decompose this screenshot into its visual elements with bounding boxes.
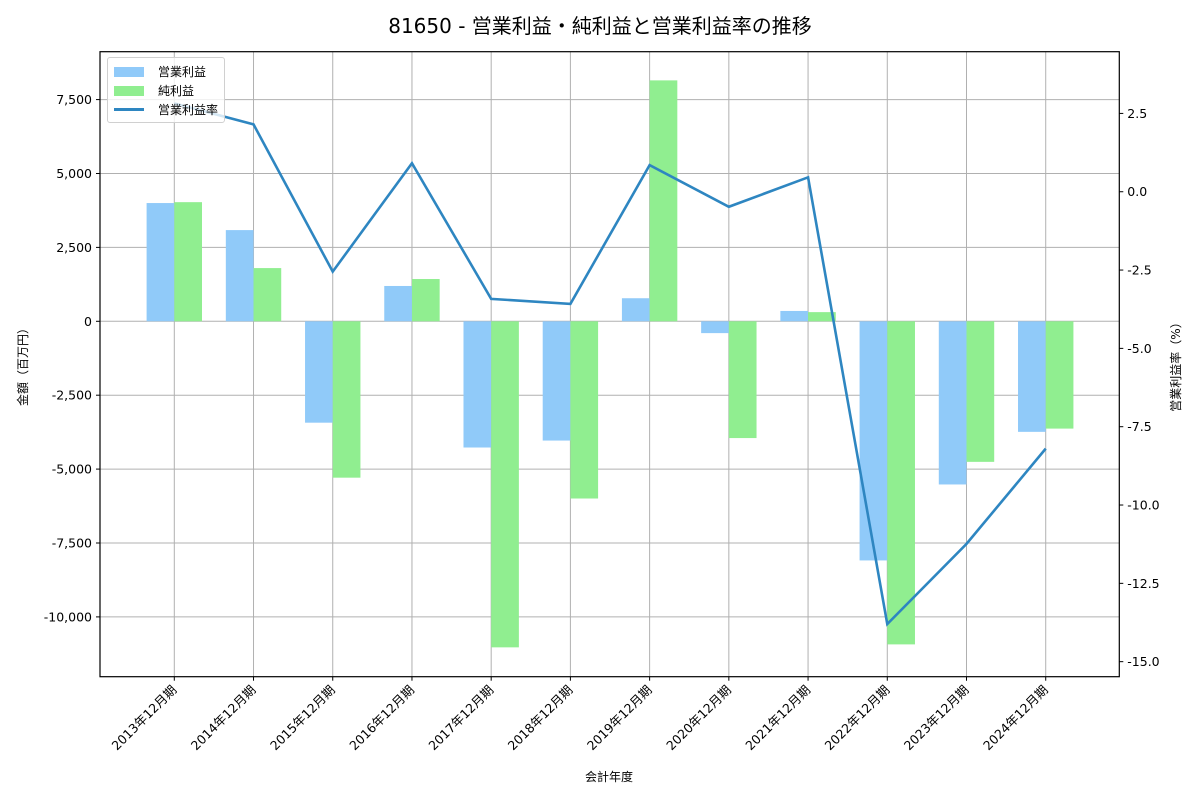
y2-tick-label: -10.0 — [1127, 498, 1159, 513]
x-tick-label: 2016年12月期 — [346, 682, 417, 753]
bar-net-profit — [174, 202, 202, 322]
y-tick-label: 0 — [84, 314, 92, 329]
bar-operating-profit — [146, 203, 175, 322]
bar-operating-profit — [225, 230, 254, 322]
y-tick-label: 2,500 — [56, 240, 92, 255]
operating-margin-line-icon — [114, 108, 144, 111]
x-tick-label: 2015年12月期 — [267, 682, 338, 753]
y2-axis-label: 営業利益率（%） — [1168, 316, 1183, 411]
x-tick-label: 2014年12月期 — [188, 682, 259, 753]
bar-net-profit — [728, 321, 757, 439]
x-tick-label: 2019年12月期 — [584, 682, 655, 753]
y-tick-label: -5,000 — [52, 462, 92, 477]
bar-operating-profit — [542, 321, 571, 441]
bar-net-profit — [570, 321, 599, 499]
y2-tick-label: -7.5 — [1127, 419, 1151, 434]
bar-operating-profit — [384, 285, 412, 322]
bar-operating-profit — [621, 298, 650, 322]
bar-operating-profit — [938, 321, 967, 485]
legend-label: 営業利益率 — [158, 103, 219, 117]
legend: 営業利益 純利益 営業利益率 — [107, 57, 225, 123]
bar-operating-profit — [305, 321, 333, 423]
y-axis-label: 金額（百万円） — [15, 322, 30, 406]
legend-item-operating-margin: 営業利益率 — [114, 100, 218, 119]
x-tick-label: 2013年12月期 — [109, 682, 180, 753]
bar-operating-profit — [1018, 321, 1046, 432]
bar-operating-profit — [859, 321, 888, 561]
y2-tick-label: -5.0 — [1127, 341, 1151, 356]
bar-net-profit — [1045, 321, 1074, 429]
bar-operating-profit — [780, 310, 809, 322]
y-tick-label: -7,500 — [52, 535, 92, 550]
net-profit-swatch-icon — [114, 85, 144, 96]
x-tick-label: 2024年12月期 — [980, 682, 1051, 753]
bar-net-profit — [808, 312, 836, 322]
x-tick-label: 2018年12月期 — [505, 682, 576, 753]
x-tick-label: 2023年12月期 — [901, 682, 972, 753]
operating-profit-swatch-icon — [114, 66, 144, 77]
bar-net-profit — [966, 321, 995, 462]
x-tick-label: 2022年12月期 — [822, 682, 893, 753]
bar-operating-profit — [701, 321, 729, 334]
y-tick-label: 7,500 — [56, 92, 92, 107]
bar-net-profit — [887, 321, 915, 645]
right-y-axis: -15.0 -12.5 -10.0 -7.5 -5.0 -2.5 0.0 2.5 — [1119, 106, 1160, 669]
y2-tick-label: 0.0 — [1127, 184, 1147, 199]
legend-label: 純利益 — [158, 84, 195, 98]
bar-net-profit — [411, 279, 440, 322]
y2-tick-label: -2.5 — [1127, 263, 1151, 278]
x-tick-label: 2021年12月期 — [742, 682, 813, 753]
y2-tick-label: -12.5 — [1127, 576, 1159, 591]
x-tick-label: 2020年12月期 — [663, 682, 734, 753]
y-tick-label: -2,500 — [52, 388, 92, 403]
x-axis-label: 会計年度 — [585, 769, 633, 784]
bar-series — [146, 80, 1074, 648]
x-axis: 2013年12月期 2014年12月期 2015年12月期 2016年12月期 2017… — [109, 676, 1051, 753]
bar-net-profit — [253, 268, 282, 322]
bar-operating-profit — [463, 321, 492, 448]
legend-item-operating-profit: 営業利益 — [114, 62, 218, 81]
y2-tick-label: 2.5 — [1127, 106, 1147, 121]
left-y-axis: -10,000 -7,500 -5,000 -2,500 0 2,500 5,000 7,50… — [44, 92, 100, 624]
bar-net-profit — [649, 80, 678, 322]
chart-title: 81650 - 営業利益・純利益と営業利益率の推移 — [388, 14, 812, 38]
legend-label: 営業利益 — [158, 65, 207, 79]
margin-line-series — [173, 102, 1047, 627]
bar-net-profit — [332, 321, 361, 478]
bar-net-profit — [491, 321, 519, 648]
y-tick-label: 5,000 — [56, 166, 92, 181]
x-tick-label: 2017年12月期 — [425, 682, 496, 753]
y-tick-label: -10,000 — [44, 609, 92, 624]
plot-frame — [99, 51, 1120, 678]
legend-item-net-profit: 純利益 — [114, 81, 218, 100]
y2-tick-label: -15.0 — [1127, 654, 1159, 669]
